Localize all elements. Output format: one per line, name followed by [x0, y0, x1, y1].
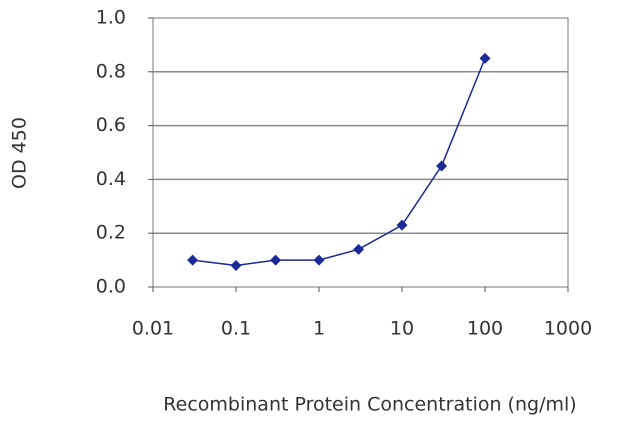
- x-axis-label: Recombinant Protein Concentration (ng/ml…: [163, 394, 576, 416]
- y-tick-label: 0.6: [96, 114, 126, 136]
- data-point: [396, 219, 408, 231]
- data-point: [479, 52, 491, 64]
- data-point: [187, 254, 199, 266]
- x-tick-label: 100: [467, 318, 503, 340]
- y-tick-label: 0.4: [96, 168, 126, 190]
- y-tick-label: 0.8: [96, 60, 126, 82]
- y-tick-label: 0.0: [96, 276, 126, 298]
- x-tick-label: 0.1: [221, 318, 251, 340]
- plot-frame: [152, 17, 569, 288]
- data-line: [192, 58, 486, 267]
- data-point: [353, 243, 365, 255]
- y-axis-label: OD 450: [9, 117, 31, 189]
- data-point: [436, 160, 448, 172]
- data-point: [313, 254, 325, 266]
- y-tick-label: 1.0: [96, 7, 126, 29]
- x-tick-label: 1000: [544, 318, 592, 340]
- y-tick-label: 0.2: [96, 222, 126, 244]
- x-tick-label: 10: [390, 318, 414, 340]
- data-point: [270, 254, 282, 266]
- x-tick-label: 1: [313, 318, 325, 340]
- data-point: [230, 259, 242, 271]
- x-tick-label: 0.01: [132, 318, 174, 340]
